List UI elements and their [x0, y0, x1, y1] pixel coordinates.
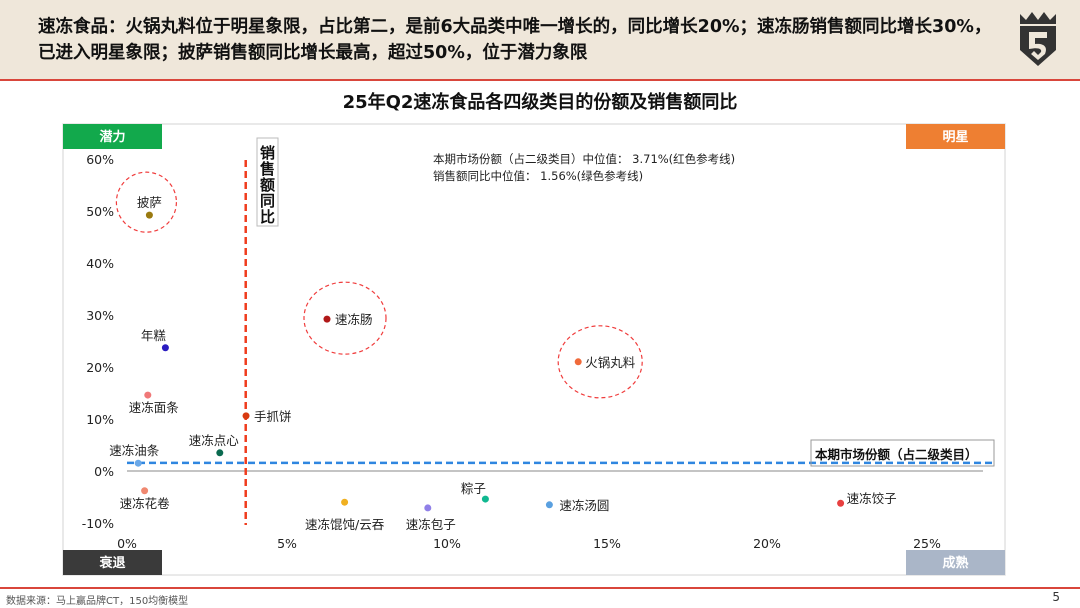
highlight-circle: [303, 281, 387, 355]
point-label: 速冻油条: [109, 443, 160, 458]
data-point: [323, 315, 331, 323]
median-annotation: 销售额同比中位值： 1.56%(绿色参考线): [433, 169, 643, 183]
y-tick-label: 60%: [86, 152, 114, 167]
point-label: 速冻花卷: [120, 496, 171, 511]
y-axis-title: 销售额同比: [260, 144, 275, 226]
median-annotation: 本期市场份额（占二级类目）中位值： 3.71%(红色参考线): [433, 152, 735, 166]
quadrant-label: 明星: [942, 130, 968, 145]
footer-divider: [0, 587, 1080, 589]
point-label: 手抓饼: [254, 409, 292, 424]
data-point: [144, 391, 152, 399]
point-label: 速冻包子: [406, 517, 456, 532]
y-tick-label: 40%: [86, 256, 114, 271]
point-label: 火锅丸料: [585, 355, 636, 370]
data-source: 数据来源：马上赢品牌CT，150均衡模型: [6, 596, 189, 607]
data-point: [341, 498, 349, 506]
y-tick-label: 50%: [86, 204, 114, 219]
x-tick-label: 5%: [277, 536, 297, 551]
quadrant-bottom-left: [63, 550, 162, 575]
point-label: 速冻饺子: [847, 491, 897, 506]
data-point: [837, 499, 845, 507]
chart-title: 25年Q2速冻食品各四级类目的份额及销售额同比: [342, 92, 738, 113]
x-tick-label: 0%: [117, 536, 137, 551]
page-number: 5: [1052, 590, 1060, 604]
y-tick-label: 0%: [94, 464, 114, 479]
quadrant-top-left: [63, 124, 162, 149]
data-point: [242, 412, 250, 420]
data-point: [216, 449, 224, 457]
y-tick-label: 10%: [86, 412, 114, 427]
x-tick-label: 25%: [913, 536, 941, 551]
x-tick-label: 15%: [593, 536, 621, 551]
point-label: 披萨: [137, 195, 162, 210]
y-axis-title-box: [256, 137, 279, 227]
y-tick-label: 20%: [86, 360, 114, 375]
x-tick-label: 10%: [433, 536, 461, 551]
header-banner: 速冻食品：火锅丸料位于明星象限，占比第二，是前6大品类中唯一增长的，同比增长20…: [0, 0, 1080, 81]
highlight-circle: [115, 171, 177, 233]
x-axis-title: 本期市场份额（占二级类目）: [815, 447, 978, 462]
data-point: [161, 344, 169, 352]
point-label: 速冻点心: [189, 433, 240, 448]
headline: 速冻食品：火锅丸料位于明星象限，占比第二，是前6大品类中唯一增长的，同比增长20…: [38, 17, 992, 63]
data-point: [545, 501, 553, 509]
y-tick-label: 30%: [86, 308, 114, 323]
x-axis-title-box: [810, 439, 995, 467]
highlight-circle: [557, 325, 643, 399]
data-point: [424, 504, 432, 512]
data-point: [481, 495, 489, 503]
data-point: [141, 487, 149, 495]
quadrant-label: 衰退: [98, 555, 125, 571]
point-label: 年糕: [141, 328, 167, 343]
point-label: 速冻馄饨/云吞: [305, 517, 385, 532]
shield-crown-logo: [1020, 12, 1056, 66]
data-point: [134, 459, 142, 467]
quadrant-top-right: [906, 124, 1005, 149]
point-label: 粽子: [461, 481, 486, 496]
x-tick-label: 20%: [753, 536, 781, 551]
point-label: 速冻肠: [335, 312, 373, 327]
y-tick-label: -10%: [82, 516, 114, 531]
data-point: [145, 211, 153, 219]
quadrant-label: 成熟: [942, 555, 968, 571]
point-label: 速冻面条: [129, 400, 180, 415]
quadrant-label: 潜力: [99, 129, 125, 145]
quadrant-bottom-right: [906, 550, 1005, 575]
data-point: [574, 358, 582, 366]
point-label: 速冻汤圆: [559, 498, 609, 513]
plot-frame: [62, 123, 1006, 576]
